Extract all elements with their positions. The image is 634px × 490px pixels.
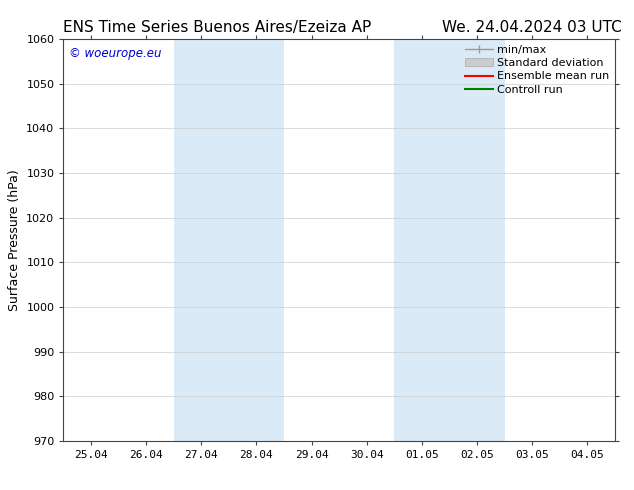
Text: ENS Time Series Buenos Aires/Ezeiza AP: ENS Time Series Buenos Aires/Ezeiza AP: [63, 20, 372, 35]
Text: © woeurope.eu: © woeurope.eu: [69, 47, 162, 60]
Bar: [394, 39, 505, 441]
Bar: [174, 39, 284, 441]
Legend: min/max, Standard deviation, Ensemble mean run, Controll run: min/max, Standard deviation, Ensemble me…: [465, 45, 609, 95]
Y-axis label: Surface Pressure (hPa): Surface Pressure (hPa): [8, 169, 21, 311]
Text: We. 24.04.2024 03 UTC: We. 24.04.2024 03 UTC: [441, 20, 621, 35]
